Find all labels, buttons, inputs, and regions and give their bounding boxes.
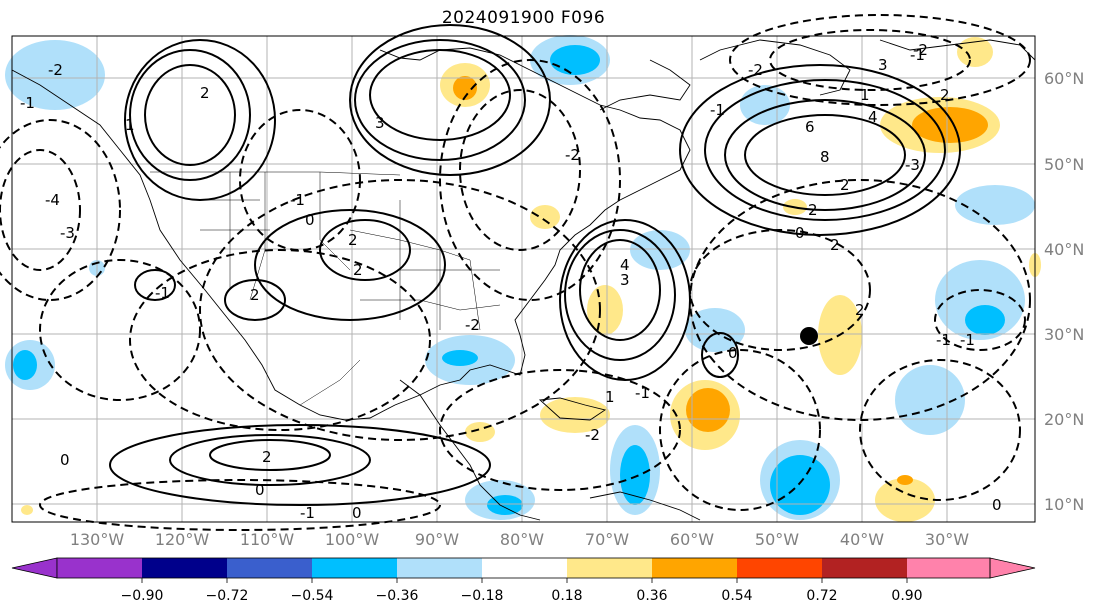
- contour-label: 2: [830, 236, 840, 254]
- colorbar-bin: [397, 558, 482, 578]
- colorbar-extend-max: [989, 557, 1036, 579]
- lon-label: 130°W: [70, 530, 125, 549]
- lat-label: 50°N: [1044, 155, 1084, 174]
- lon-label: 60°W: [670, 530, 714, 549]
- longitude-labels: 130°W 120°W 110°W 100°W 90°W 80°W 70°W 6…: [70, 530, 969, 549]
- colorbar-bin: [312, 558, 397, 578]
- lon-label: 50°W: [755, 530, 799, 549]
- negative-contours: [0, 14, 1031, 531]
- contour-label: -3: [905, 156, 920, 174]
- colorbar-tick-label: −0.36: [376, 588, 419, 604]
- colorbar-bin: [907, 558, 990, 578]
- contour-label: 0: [992, 496, 1002, 514]
- lon-label: 90°W: [415, 530, 459, 549]
- contour-label: 0: [255, 481, 265, 499]
- contour-label: 0: [352, 504, 362, 522]
- contour-label: 0: [728, 344, 738, 362]
- colorbar-bin: [142, 558, 227, 578]
- lon-label: 120°W: [155, 530, 210, 549]
- contour-label: -1: [290, 191, 305, 209]
- contour-label: 1: [860, 86, 870, 104]
- lon-label: 80°W: [500, 530, 544, 549]
- contour-label: 4: [868, 108, 878, 126]
- contour-label: 6: [805, 118, 815, 136]
- contour-label: 1: [605, 388, 615, 406]
- colorbar-bin: [822, 558, 907, 578]
- lon-label: 40°W: [840, 530, 884, 549]
- contour-labels: 2 1 3 -2 -1 0 2 -4 -3 -2 1 2 3 -1 6 4 8 …: [20, 41, 1002, 522]
- positive-anomaly-shading: [21, 37, 1041, 522]
- contour-label: -1: [936, 331, 951, 349]
- colorbar-bin: [482, 558, 567, 578]
- colorbar-bin: [652, 558, 737, 578]
- lat-label: 20°N: [1044, 410, 1084, 429]
- colorbar-bin: [567, 558, 652, 578]
- storm-position-marker: [800, 327, 818, 345]
- lat-label: 40°N: [1044, 240, 1084, 259]
- contour-label: 1: [125, 116, 135, 134]
- contour-label: 0: [60, 451, 70, 469]
- colorbar-bin: [737, 558, 822, 578]
- contour-label: 0: [795, 224, 805, 242]
- contour-label: -2: [585, 426, 600, 444]
- colorbar-bin: [57, 558, 142, 578]
- latitude-labels: 60°N 50°N 40°N 30°N 20°N 10°N: [1044, 69, 1084, 514]
- colorbar-tick-label: 0.36: [636, 588, 667, 604]
- map-frame: [11, 35, 1036, 523]
- contour-label: 8: [820, 148, 830, 166]
- positive-contours: [109, 24, 961, 506]
- contour-label: -1: [300, 504, 315, 522]
- colorbar-bin: [227, 558, 312, 578]
- lat-label: 10°N: [1044, 495, 1084, 514]
- political-borders: [150, 171, 501, 406]
- colorbar: −0.90 −0.72 −0.54 −0.36 −0.18 0.18 0.36 …: [11, 557, 1036, 604]
- contour-label: 2: [262, 448, 272, 466]
- contour-label: -2: [913, 41, 928, 59]
- colorbar-tick-label: −0.72: [206, 588, 249, 604]
- colorbar-tick-label: −0.18: [461, 588, 504, 604]
- contour-label: -1: [710, 101, 725, 119]
- colorbar-tick-label: −0.90: [121, 588, 164, 604]
- contour-label: 3: [375, 114, 385, 132]
- contour-label: -1: [20, 94, 35, 112]
- colorbar-extend-min: [11, 557, 58, 579]
- contour-label: 0: [305, 211, 315, 229]
- colorbar-tick-label: 0.54: [721, 588, 752, 604]
- lon-label: 110°W: [240, 530, 295, 549]
- contour-label: -2: [565, 146, 580, 164]
- contour-label: -1: [960, 331, 975, 349]
- lon-label: 100°W: [325, 530, 380, 549]
- colorbar-tick-label: 0.72: [806, 588, 837, 604]
- contour-label: 2: [940, 86, 950, 104]
- contour-label: -2: [48, 61, 63, 79]
- contour-label: 4: [620, 256, 630, 274]
- contour-label: 2: [250, 286, 260, 304]
- contour-label: -2: [748, 61, 763, 79]
- contour-label: 2: [855, 301, 865, 319]
- contour-label: -3: [60, 224, 75, 242]
- contour-label: 2: [348, 231, 358, 249]
- contour-label: 2: [840, 176, 850, 194]
- contour-label: -1: [910, 46, 925, 64]
- contour-label: 2: [200, 84, 210, 102]
- contour-label: 2: [808, 201, 818, 219]
- lon-label: 70°W: [585, 530, 629, 549]
- colorbar-tick-label: −0.54: [291, 588, 334, 604]
- contour-label: -1: [635, 384, 650, 402]
- map-title: 2024091900 F096: [441, 8, 606, 28]
- contour-label: 3: [878, 56, 888, 74]
- lat-label: 30°N: [1044, 325, 1084, 344]
- lon-label: 30°W: [925, 530, 969, 549]
- lat-label: 60°N: [1044, 69, 1084, 88]
- contour-label: -2: [465, 316, 480, 334]
- contour-label: 3: [620, 271, 630, 289]
- colorbar-tick-label: 0.90: [891, 588, 922, 604]
- contour-label: -4: [45, 191, 60, 209]
- coastlines: [11, 39, 1036, 521]
- colorbar-tick-label: 0.18: [551, 588, 582, 604]
- contour-label: -1: [155, 284, 170, 302]
- contour-label: 2: [353, 261, 363, 279]
